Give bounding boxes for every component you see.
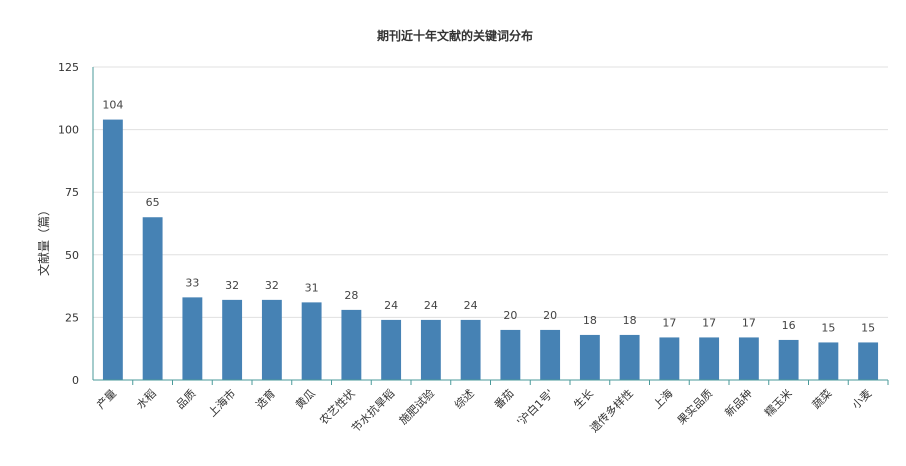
data-labels: 104 65 33 32 32 31 28 24 24 24 20 20 18 18 17 17 17 16 15 1…: [102, 99, 875, 335]
data-label: 31: [305, 281, 319, 294]
x-tick-label: 综述: [451, 386, 476, 411]
data-label: 17: [702, 316, 716, 329]
bar: [261, 299, 282, 380]
bar: [858, 342, 879, 380]
bar: [659, 337, 680, 380]
x-tick-label: 施肥试验: [396, 386, 437, 427]
bar: [460, 319, 481, 380]
data-label: 104: [102, 99, 123, 112]
x-tick-label: 农艺性状: [316, 386, 357, 427]
data-label: 17: [662, 316, 676, 329]
bar: [222, 299, 243, 380]
bar: [182, 297, 203, 380]
y-tick-label: 0: [72, 374, 79, 387]
bar: [619, 334, 640, 380]
x-tick-label: 小麦: [849, 387, 874, 412]
x-tick-label: '沪白1号': [514, 386, 556, 428]
chart-title: 期刊近十年文献的关键词分布: [377, 28, 533, 43]
y-tick-label: 100: [58, 124, 79, 137]
data-label: 65: [146, 196, 160, 209]
data-label: 32: [225, 279, 239, 292]
x-tick-label: 水稻: [134, 387, 159, 412]
x-tick-label: 品质: [174, 387, 199, 412]
bar: [381, 319, 402, 380]
bar: [420, 319, 441, 380]
data-label: 24: [464, 299, 478, 312]
x-tick-label: 新品种: [722, 386, 755, 419]
x-tick-label: 糯玉米: [762, 386, 795, 419]
x-tick-label: 节水抗旱稻: [348, 386, 397, 435]
y-tick-label: 75: [65, 186, 79, 199]
x-tick-label: 上海市: [205, 386, 238, 419]
bar: [738, 337, 759, 380]
x-tick-label: 产量: [94, 386, 119, 411]
bar: [579, 334, 600, 380]
data-label: 16: [782, 319, 796, 332]
bar: [142, 217, 163, 380]
x-tick-label: 蔬菜: [810, 387, 835, 412]
data-label: 24: [384, 299, 398, 312]
x-tick-label: 上海: [650, 386, 675, 411]
data-label: 32: [265, 279, 279, 292]
x-tick-label: 果实品质: [674, 386, 715, 427]
bar: [699, 337, 720, 380]
bar: [102, 119, 123, 381]
data-label: 18: [623, 314, 637, 327]
x-tick-label: 遗传多样性: [587, 386, 636, 435]
data-label: 28: [344, 289, 358, 302]
x-tick-label: 生长: [571, 386, 596, 411]
data-label: 20: [543, 309, 557, 322]
data-label: 15: [821, 321, 835, 334]
y-tick-label: 50: [65, 249, 79, 262]
y-tick-label: 125: [58, 61, 79, 74]
x-tick-label: 选育: [253, 386, 278, 411]
y-axis-ticks: 0 25 50 75 100 125: [58, 61, 79, 387]
bar: [818, 342, 839, 380]
bar: [500, 329, 521, 380]
bar: [778, 339, 799, 380]
bar: [301, 302, 322, 380]
data-label: 17: [742, 316, 756, 329]
data-label: 20: [503, 309, 517, 322]
x-tick-label: 黄瓜: [292, 386, 317, 411]
grid-lines: [93, 66, 888, 318]
bars: [102, 119, 879, 381]
x-tick-label: 番茄: [491, 386, 516, 411]
data-label: 18: [583, 314, 597, 327]
data-label: 24: [424, 299, 438, 312]
bar: [341, 309, 362, 380]
y-axis-label: 文献量（篇）: [36, 204, 51, 276]
data-label: 33: [185, 276, 199, 289]
data-label: 15: [861, 321, 875, 334]
y-tick-label: 25: [65, 311, 79, 324]
bar: [540, 329, 561, 380]
